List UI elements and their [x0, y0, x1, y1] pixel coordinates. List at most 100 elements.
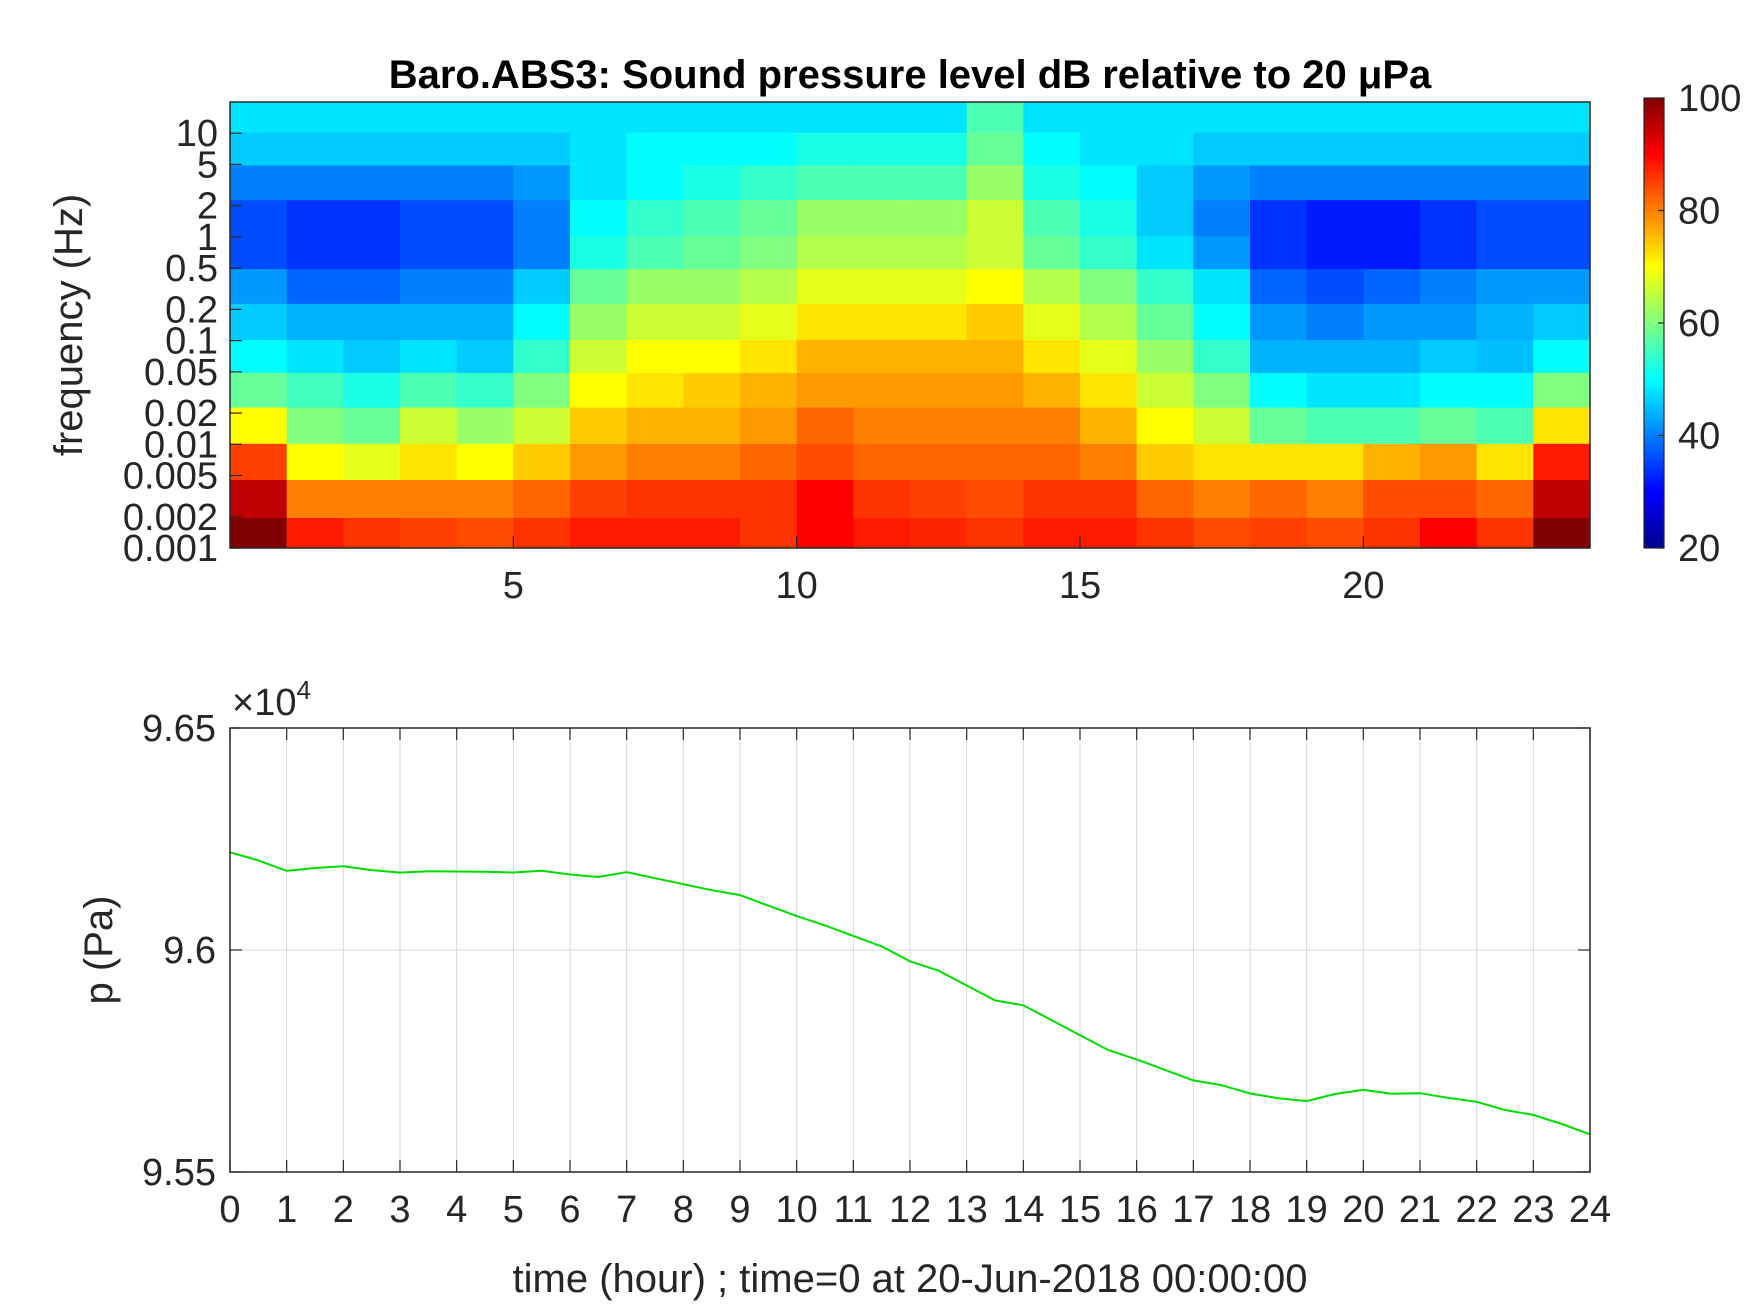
spectrogram-x-tick-label: 20 — [1342, 565, 1384, 607]
pressure-x-tick-label: 17 — [1172, 1189, 1214, 1231]
spectrogram-cell — [1250, 517, 1308, 548]
spectrogram-cell — [286, 372, 344, 408]
spectrogram-cell — [796, 102, 854, 133]
spectrogram-cell — [1193, 517, 1251, 548]
spectrogram-cell — [343, 132, 401, 166]
spectrogram-cell — [966, 235, 1024, 270]
spectrogram-cell — [910, 268, 968, 304]
colorbar-ticks: 20 40 60 80 100 — [1658, 78, 1741, 570]
spectrogram-cell — [910, 339, 968, 373]
spectrogram-cell — [286, 406, 344, 444]
spectrogram-cell — [1476, 102, 1534, 133]
spectrogram-cell — [796, 372, 854, 408]
spectrogram-cell — [513, 443, 571, 481]
spectrogram-cell — [230, 235, 288, 270]
spectrogram-cell — [1193, 268, 1251, 304]
spectrogram-cell — [1193, 339, 1251, 373]
spectrogram-cell — [1476, 268, 1534, 304]
spectrogram-cell — [1420, 164, 1478, 201]
spectrogram-cell — [966, 372, 1024, 408]
spectrogram-cell — [1193, 164, 1251, 201]
spectrogram-cell — [1023, 102, 1081, 133]
spectrogram-cell — [456, 132, 514, 166]
pressure-x-tick-label: 21 — [1399, 1189, 1441, 1231]
spectrogram-cell — [1533, 443, 1590, 481]
spectrogram-cell — [1533, 268, 1590, 304]
pressure-x-tick-label: 19 — [1286, 1189, 1328, 1231]
spectrogram-x-tick-label: 15 — [1059, 565, 1101, 607]
spectrogram-cell — [1306, 372, 1364, 408]
spectrogram-cell — [1533, 517, 1590, 548]
colorbar-tick-label: 80 — [1678, 191, 1720, 233]
spectrogram-cell — [1306, 268, 1364, 304]
spectrogram-cell — [1533, 339, 1590, 373]
pressure-x-tick-label: 3 — [389, 1189, 410, 1231]
spectrogram-cell — [796, 339, 854, 373]
spectrogram-cell — [1250, 372, 1308, 408]
pressure-x-tick-label: 22 — [1456, 1189, 1498, 1231]
spectrogram-cell — [626, 479, 684, 518]
pressure-x-tick-label: 7 — [616, 1189, 637, 1231]
pressure-x-tick-label: 13 — [946, 1189, 988, 1231]
spectrogram-cell — [966, 406, 1024, 444]
spectrogram-cell — [343, 372, 401, 408]
spectrogram-cell — [853, 372, 911, 408]
pressure-y-tick-label: 9.55 — [142, 1152, 216, 1194]
spectrogram-cell — [966, 199, 1024, 237]
pressure-x-tick-label: 18 — [1229, 1189, 1271, 1231]
spectrogram-cell — [910, 132, 968, 166]
spectrogram-cell — [400, 303, 458, 341]
spectrogram-cell — [286, 132, 344, 166]
spectrogram-cell — [1420, 406, 1478, 444]
spectrogram-cell — [626, 268, 684, 304]
spectrogram-cell — [740, 372, 798, 408]
spectrogram-y-tick-label: 0.001 — [123, 528, 218, 570]
spectrogram-cell — [1420, 443, 1478, 481]
spectrogram-cell — [230, 372, 288, 408]
spectrogram-cell — [1023, 268, 1081, 304]
pressure-y-tick-label: 9.65 — [142, 708, 216, 750]
spectrogram-cell — [853, 268, 911, 304]
spectrogram-cell — [1250, 268, 1308, 304]
spectrogram-axes-box — [229, 101, 1591, 549]
spectrogram-cell — [1420, 517, 1478, 548]
spectrogram-cell — [683, 268, 741, 304]
spectrogram-cell — [343, 443, 401, 481]
spectrogram-cell — [1023, 199, 1081, 237]
spectrogram-cell — [456, 164, 514, 201]
spectrogram-cell — [1193, 372, 1251, 408]
spectrogram-cell — [853, 164, 911, 201]
spectrogram-cell — [1023, 372, 1081, 408]
spectrogram-cell — [1080, 479, 1138, 518]
spectrogram-cell — [1306, 517, 1364, 548]
spectrogram-cell — [286, 517, 344, 548]
spectrogram-cell — [456, 406, 514, 444]
spectrogram-cell — [740, 102, 798, 133]
spectrogram-cell — [1476, 406, 1534, 444]
spectrogram-cell — [230, 443, 288, 481]
spectrogram-cell — [1023, 235, 1081, 270]
pressure-x-tick-label: 5 — [503, 1189, 524, 1231]
spectrogram-cell — [1363, 372, 1421, 408]
spectrogram-cell — [1250, 406, 1308, 444]
spectrogram-cell — [400, 268, 458, 304]
spectrogram-cell — [910, 164, 968, 201]
spectrogram-cell — [1023, 443, 1081, 481]
spectrogram-cell — [1476, 339, 1534, 373]
spectrogram-cell — [456, 517, 514, 548]
pressure-x-tick-label: 1 — [276, 1189, 297, 1231]
spectrogram-cell — [1136, 479, 1194, 518]
spectrogram-cell — [1420, 303, 1478, 341]
spectrogram-cell — [1420, 199, 1478, 237]
spectrogram-cell — [796, 517, 854, 548]
spectrogram-y-axis-label: frequency (Hz) — [47, 194, 91, 456]
pressure-x-tick-label: 16 — [1116, 1189, 1158, 1231]
spectrogram-cell — [1363, 102, 1421, 133]
spectrogram-cell — [1080, 132, 1138, 166]
spectrogram-cell — [740, 406, 798, 444]
spectrogram-cell — [1363, 303, 1421, 341]
spectrogram-cell — [1533, 235, 1590, 270]
spectrogram-cell — [683, 443, 741, 481]
spectrogram-cell — [1533, 372, 1590, 408]
